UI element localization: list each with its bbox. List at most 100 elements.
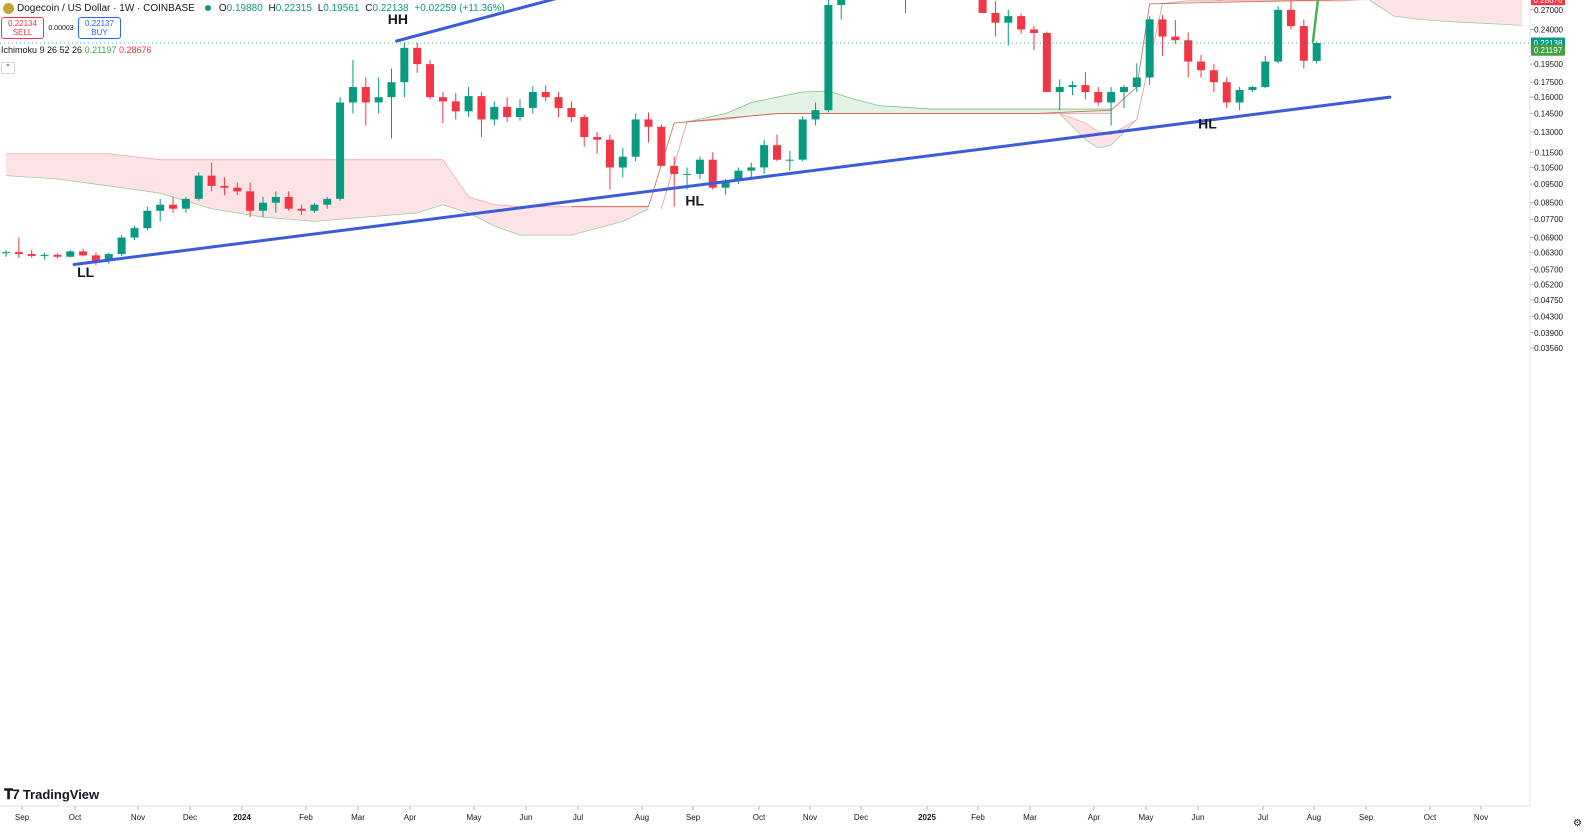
candle-body	[336, 102, 345, 199]
collapse-legend-button[interactable]: ⌃	[1, 62, 15, 74]
price-label: 0.21197	[1531, 44, 1565, 56]
candle-body	[991, 12, 1000, 23]
candle-body	[194, 175, 203, 199]
indicator-legend[interactable]: Ichimoku 9 26 52 26 0.21197 0.28676	[1, 45, 152, 55]
candle	[40, 252, 49, 260]
settings-gear-icon[interactable]: ⚙	[1573, 818, 1582, 829]
bullish-cloud-1-span-a	[660, 90, 1112, 209]
candle-body	[1184, 40, 1193, 62]
time-tick-label: Nov	[803, 813, 817, 822]
candle-body	[670, 165, 679, 174]
candle-body	[259, 202, 267, 211]
symbol-title[interactable]: Dogecoin / US Dollar · 1W · COINBASE	[17, 2, 195, 14]
candle	[194, 172, 203, 201]
candle	[991, 0, 1000, 37]
candle	[747, 162, 756, 178]
candle-body	[426, 64, 435, 98]
time-tick-label: Oct	[69, 813, 82, 822]
candle	[541, 85, 550, 102]
candle	[2, 250, 10, 257]
candle	[143, 206, 152, 231]
candle	[785, 150, 794, 171]
chart-header: Dogecoin / US Dollar · 1W · COINBASE O0.…	[0, 0, 508, 16]
ohlc-key: C	[365, 2, 373, 14]
trendlines	[72, 0, 1392, 267]
time-tick-label: 2024	[233, 813, 251, 822]
candle-body	[284, 196, 293, 209]
bearish-cloud-2	[442, 159, 649, 236]
candle-body	[824, 4, 833, 111]
candle	[1222, 77, 1231, 108]
candle-body	[541, 92, 550, 98]
candle	[117, 235, 126, 256]
candle	[297, 204, 306, 215]
candle	[503, 97, 512, 122]
candle	[1030, 26, 1038, 51]
time-tick-label: Aug	[635, 813, 649, 822]
candle-body	[503, 106, 512, 118]
candle-body	[811, 110, 820, 120]
candle-body	[40, 254, 49, 256]
candle-body	[708, 159, 717, 188]
candle	[1312, 41, 1321, 64]
candle	[1042, 31, 1051, 93]
price-tick-label: 0.16000	[1534, 93, 1563, 102]
candle-body	[348, 87, 357, 103]
sell-button[interactable]: 0.22134 SELL	[1, 17, 44, 39]
candle	[554, 92, 563, 118]
candle	[477, 92, 486, 138]
candle	[27, 250, 36, 258]
candle	[593, 131, 602, 154]
time-tick-label: Jun	[520, 813, 533, 822]
candle	[464, 87, 473, 118]
time-tick-label: Sep	[15, 813, 30, 822]
candle-body	[297, 208, 306, 211]
candle	[233, 182, 242, 196]
candle	[387, 68, 396, 139]
candlesticks	[2, 0, 1321, 266]
time-tick-label: Nov	[131, 813, 145, 822]
annotation-label: HH	[388, 11, 408, 27]
candle-body	[1222, 82, 1231, 103]
time-tick-label: Oct	[1424, 813, 1437, 822]
candle	[413, 42, 422, 73]
candle-body	[53, 254, 62, 257]
candle	[426, 59, 435, 100]
candle	[798, 115, 807, 162]
trade-panel: 0.22134 SELL 0.00003 0.22137 BUY	[1, 17, 121, 39]
candle-body	[1287, 9, 1295, 27]
time-tick-label: Nov	[1474, 813, 1488, 822]
tradingview-logo: 𝐓7 TradingView	[4, 786, 99, 803]
candle	[53, 253, 62, 259]
candle-body	[695, 159, 704, 174]
time-tick-label: Feb	[971, 813, 985, 822]
buy-button[interactable]: 0.22137 BUY	[78, 17, 121, 39]
candle	[79, 248, 88, 257]
spread-value: 0.00003	[48, 24, 74, 32]
price-tick-label: 0.07700	[1534, 215, 1563, 224]
candle-body	[181, 198, 190, 209]
candle-body	[143, 210, 152, 229]
price-label-text: 0.28676	[1534, 0, 1563, 5]
ohlc-key: H	[268, 2, 276, 14]
tradingview-icon: 𝐓7	[4, 786, 20, 802]
candle-body	[413, 47, 422, 65]
sell-price: 0.22134	[8, 19, 37, 28]
candle-body	[1197, 61, 1206, 71]
time-tick-label: Jul	[573, 813, 583, 822]
time-tick-label: Mar	[1023, 813, 1037, 822]
candle	[323, 196, 332, 209]
candle	[1299, 19, 1308, 69]
candle	[130, 225, 139, 240]
candle-body	[27, 254, 36, 256]
candle-body	[1235, 90, 1244, 103]
ohlc-value: 0.19561	[323, 2, 360, 14]
candle	[1017, 13, 1026, 34]
candle	[1145, 16, 1154, 86]
bearish-cloud-3-span-a	[1059, 113, 1138, 135]
candle-body	[1107, 92, 1116, 103]
candle	[220, 177, 229, 196]
candle-body	[271, 196, 280, 203]
candle-body	[644, 119, 653, 127]
